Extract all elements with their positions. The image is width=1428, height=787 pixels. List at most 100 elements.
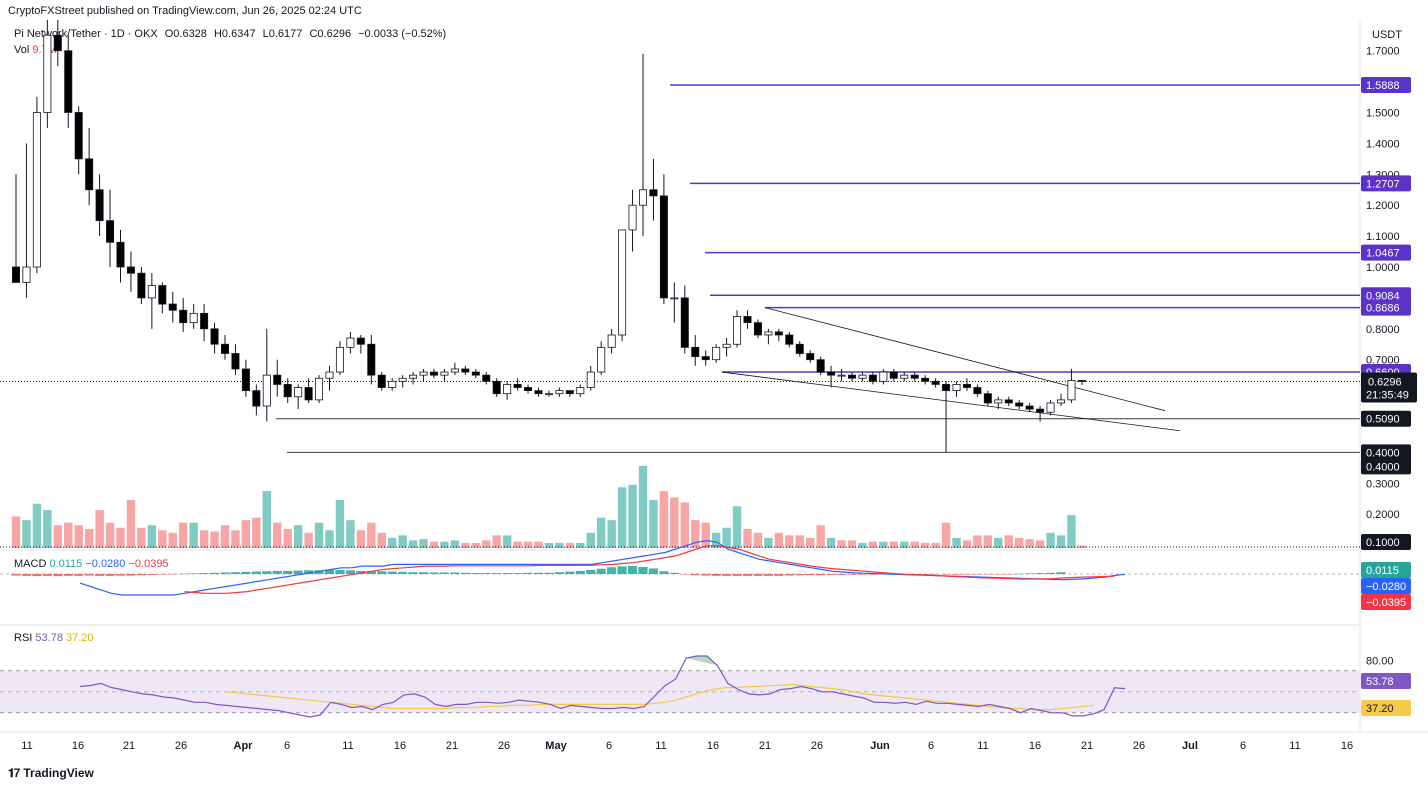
candle bbox=[931, 378, 940, 388]
macd-axis-tag: −0.0280 bbox=[1361, 578, 1411, 594]
time-tick-label: 26 bbox=[175, 740, 187, 752]
macd-hist-bar bbox=[471, 573, 481, 574]
candle bbox=[680, 285, 689, 354]
volume-bar bbox=[701, 522, 710, 548]
volume-bar bbox=[1025, 539, 1034, 548]
level-price-tag-text: 1.5888 bbox=[1366, 80, 1400, 92]
candle-body bbox=[147, 285, 156, 299]
tradingview-logo[interactable]: 𝟏7 TradingView bbox=[8, 766, 94, 781]
macd-hist-bar bbox=[314, 570, 324, 574]
candle-body bbox=[53, 34, 62, 52]
candle bbox=[670, 282, 679, 323]
volume-bar bbox=[1067, 515, 1076, 548]
volume-bar bbox=[764, 537, 773, 548]
candle-body bbox=[931, 380, 940, 385]
macd-label: MACD bbox=[14, 558, 47, 570]
volume-bar bbox=[168, 532, 177, 548]
candle bbox=[733, 310, 742, 348]
volume-bar bbox=[283, 529, 292, 548]
level-price-tag: 1.2707 bbox=[1361, 175, 1411, 192]
candle-body bbox=[315, 377, 324, 401]
candle bbox=[900, 372, 909, 382]
macd-hist-bar bbox=[293, 570, 303, 574]
candle-body bbox=[1036, 408, 1045, 413]
macd-hist-bar bbox=[450, 572, 460, 574]
volume-bar bbox=[565, 542, 575, 548]
macd-hist-bar bbox=[1035, 573, 1045, 574]
level-price-tag-bg bbox=[1361, 410, 1411, 427]
candle bbox=[701, 350, 710, 366]
candle-body bbox=[513, 384, 522, 388]
macd-hist-bar bbox=[366, 570, 376, 574]
price-tick-label: 0.7000 bbox=[1366, 355, 1400, 367]
macd-hist-bar bbox=[993, 574, 1003, 575]
candle-body bbox=[586, 371, 595, 388]
candle-body bbox=[607, 334, 616, 348]
volume-bar bbox=[189, 522, 198, 548]
volume-bar bbox=[680, 502, 689, 548]
macd-hist-bar bbox=[972, 574, 982, 575]
candle-body bbox=[1057, 399, 1066, 404]
macd-hist-bar bbox=[492, 573, 502, 574]
volume-bar bbox=[952, 537, 961, 548]
candle-body bbox=[900, 374, 909, 379]
volume-bar bbox=[408, 540, 418, 548]
macd-hist-bar bbox=[356, 570, 366, 574]
candle-body bbox=[74, 112, 83, 160]
price-tick-label: 1.0000 bbox=[1366, 262, 1400, 274]
volume-bar bbox=[11, 516, 21, 548]
macd-hist-bar bbox=[63, 574, 73, 576]
macd-value: 0.0115 bbox=[49, 558, 83, 570]
candle bbox=[816, 356, 825, 376]
macd-hist-bar bbox=[105, 574, 115, 576]
candle bbox=[544, 390, 553, 397]
candle bbox=[22, 143, 31, 298]
candle bbox=[200, 304, 209, 342]
candle-body bbox=[64, 50, 73, 113]
candle-body bbox=[555, 390, 564, 395]
volume-bar bbox=[440, 541, 449, 548]
price-tick-label: 1.4000 bbox=[1366, 138, 1400, 150]
volume-bar bbox=[889, 541, 898, 548]
candle-body bbox=[200, 312, 209, 330]
candle-body bbox=[231, 353, 240, 370]
macd-hist-bar bbox=[304, 570, 314, 574]
volume-bar bbox=[450, 540, 460, 548]
macd-hist-bar bbox=[638, 566, 648, 574]
macd-hist-bar bbox=[189, 573, 199, 574]
price-tick-label: 1.5000 bbox=[1366, 108, 1400, 120]
candle bbox=[189, 304, 198, 329]
candle-body bbox=[921, 377, 930, 382]
candle bbox=[889, 368, 898, 382]
candle-body bbox=[419, 371, 428, 376]
volume-bar bbox=[826, 537, 836, 548]
candle bbox=[429, 368, 438, 379]
candle-body bbox=[304, 387, 313, 401]
currency-label[interactable]: USDT bbox=[1372, 29, 1402, 41]
candle-body bbox=[377, 374, 386, 388]
volume-bar bbox=[199, 530, 209, 548]
candle bbox=[158, 282, 167, 314]
volume-bar bbox=[576, 542, 585, 548]
level-price-tag: 1.0467 bbox=[1361, 244, 1411, 261]
candle bbox=[1015, 399, 1024, 410]
level-price-tag-bg bbox=[1361, 175, 1411, 192]
candle-body bbox=[576, 387, 585, 395]
candle bbox=[743, 310, 752, 329]
macd-hist-bar bbox=[627, 565, 638, 574]
candle bbox=[440, 368, 449, 382]
candle-body bbox=[774, 331, 783, 336]
candle bbox=[513, 378, 522, 391]
macd-hist-bar bbox=[931, 574, 941, 575]
macd-hist-bar bbox=[324, 569, 335, 574]
candle bbox=[618, 229, 627, 342]
macd-hist-bar bbox=[857, 574, 868, 575]
volume-bar bbox=[691, 520, 700, 548]
volume-bar bbox=[597, 517, 606, 548]
volume-bar bbox=[335, 499, 345, 548]
candle bbox=[785, 331, 794, 348]
candle-body bbox=[524, 387, 533, 392]
volume-bar bbox=[1004, 535, 1013, 548]
